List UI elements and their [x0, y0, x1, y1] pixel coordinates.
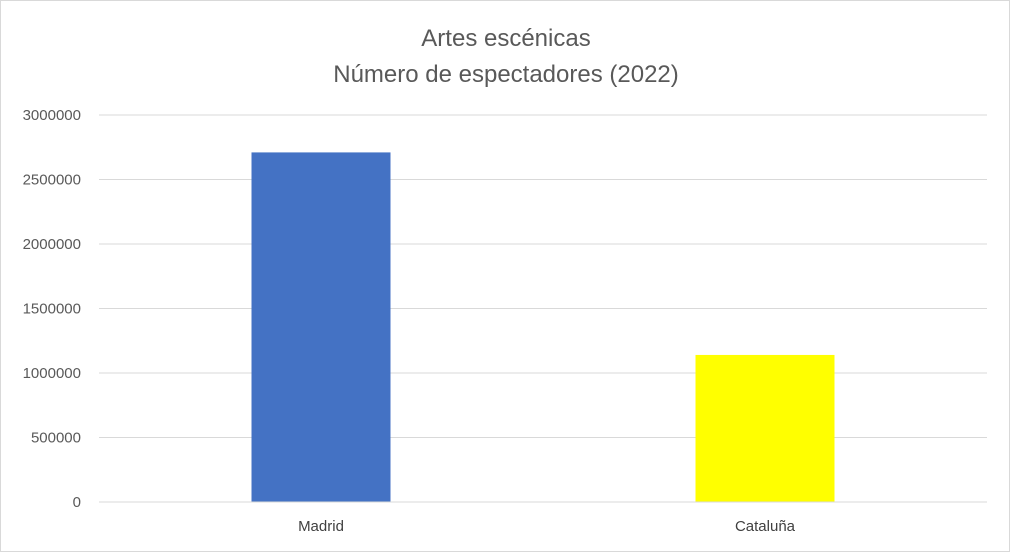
gridlines [99, 114, 987, 438]
y-tick-label: 500000 [31, 430, 81, 447]
x-category-label: Madrid [298, 518, 344, 535]
bar-madrid [251, 152, 391, 502]
y-axis-tick-labels: 0 500000 1000000 1500000 2000000 2500000 30000… [23, 107, 81, 511]
y-tick-label: 2500000 [23, 172, 81, 189]
chart-title: Artes escénicas [421, 25, 590, 52]
y-tick-label: 1500000 [23, 301, 81, 318]
x-category-label: Cataluña [735, 518, 796, 535]
y-tick-label: 1000000 [23, 365, 81, 382]
chart-subtitle: Número de espectadores (2022) [333, 61, 679, 88]
bars [251, 152, 835, 502]
bar-cataluña [695, 354, 835, 502]
x-axis-category-labels: Madrid Cataluña [298, 518, 796, 535]
y-tick-label: 0 [73, 494, 81, 511]
y-tick-label: 2000000 [23, 236, 81, 253]
y-tick-label: 3000000 [23, 107, 81, 124]
